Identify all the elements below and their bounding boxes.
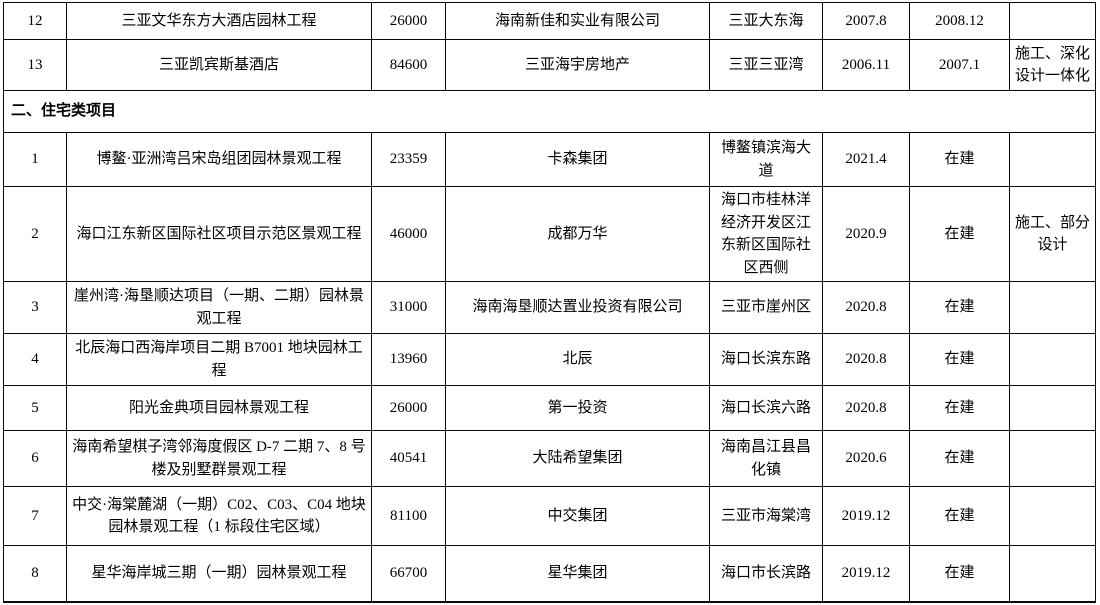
cell-seq: 2: [3, 186, 67, 282]
table-row: 4 北辰海口西海岸项目二期 B7001 地块园林工程 13960 北辰 海口长滨…: [3, 333, 1096, 386]
cell-seq: 1: [3, 132, 67, 187]
cell-location: 海口长滨东路: [709, 333, 823, 386]
cell-seq: 3: [3, 281, 67, 334]
cell-start-date: 2021.4: [822, 132, 910, 187]
cell-project: 海口江东新区国际社区项目示范区景观工程: [66, 186, 372, 282]
cell-location: 海南昌江县昌化镇: [709, 430, 823, 487]
cell-amount: 81100: [371, 486, 446, 546]
cell-amount: 40541: [371, 430, 446, 487]
cell-location: 海口市桂林洋经济开发区江东新区国际社区西侧: [709, 186, 823, 282]
cell-remark: 施工、深化设计一体化: [1009, 39, 1096, 91]
cell-remark: 施工、部分设计: [1009, 186, 1096, 282]
cell-remark: [1009, 545, 1096, 603]
cell-amount: 31000: [371, 281, 446, 334]
cell-status: 在建: [909, 486, 1010, 546]
table-row: 5 阳光金典项目园林景观工程 26000 第一投资 海口长滨六路 2020.8 …: [3, 385, 1096, 431]
cell-company: 成都万华: [445, 186, 710, 282]
cell-start-date: 2020.8: [822, 333, 910, 386]
cell-start-date: 2020.9: [822, 186, 910, 282]
cell-amount: 23359: [371, 132, 446, 187]
table-row: 7 中交·海棠麓湖（一期）C02、C03、C04 地块园林景观工程（1 标段住宅…: [3, 486, 1096, 546]
table-row: 8 星华海岸城三期（一期）园林景观工程 66700 星华集团 海口市长滨路 20…: [3, 545, 1096, 603]
section-title: 二、住宅类项目: [3, 90, 1096, 133]
cell-project: 三亚凯宾斯基酒店: [66, 39, 372, 91]
table-row: 13 三亚凯宾斯基酒店 84600 三亚海宇房地产 三亚三亚湾 2006.11 …: [3, 39, 1096, 91]
cell-remark: [1009, 281, 1096, 334]
cell-start-date: 2007.8: [822, 2, 910, 40]
cell-amount: 26000: [371, 385, 446, 431]
cell-project: 崖州湾·海垦顺达项目（一期、二期）园林景观工程: [66, 281, 372, 334]
cell-seq: 6: [3, 430, 67, 487]
cell-company: 星华集团: [445, 545, 710, 603]
cell-status: 2007.1: [909, 39, 1010, 91]
cell-location: 三亚三亚湾: [709, 39, 823, 91]
cell-seq: 12: [3, 2, 67, 40]
cell-project: 北辰海口西海岸项目二期 B7001 地块园林工程: [66, 333, 372, 386]
cell-project: 海南希望棋子湾邻海度假区 D-7 二期 7、8 号楼及别墅群景观工程: [66, 430, 372, 487]
cell-status: 在建: [909, 430, 1010, 487]
cell-remark: [1009, 486, 1096, 546]
cell-remark: [1009, 132, 1096, 187]
cell-amount: 66700: [371, 545, 446, 603]
cell-status: 在建: [909, 132, 1010, 187]
cell-company: 大陆希望集团: [445, 430, 710, 487]
cell-seq: 13: [3, 39, 67, 91]
cell-remark: [1009, 2, 1096, 40]
cell-status: 在建: [909, 281, 1010, 334]
cell-status: 在建: [909, 333, 1010, 386]
table-row: 1 博鳌·亚洲湾吕宋岛组团园林景观工程 23359 卡森集团 博鳌镇滨海大道 2…: [3, 132, 1096, 187]
cell-location: 三亚大东海: [709, 2, 823, 40]
cell-project: 阳光金典项目园林景观工程: [66, 385, 372, 431]
cell-start-date: 2006.11: [822, 39, 910, 91]
table-row: 3 崖州湾·海垦顺达项目（一期、二期）园林景观工程 31000 海南海垦顺达置业…: [3, 281, 1096, 334]
cell-seq: 7: [3, 486, 67, 546]
cell-company: 海南新佳和实业有限公司: [445, 2, 710, 40]
cell-project: 三亚文华东方大酒店园林工程: [66, 2, 372, 40]
cell-status: 在建: [909, 186, 1010, 282]
cell-status: 2008.12: [909, 2, 1010, 40]
section-header-row: 二、住宅类项目: [3, 90, 1096, 133]
cell-remark: [1009, 430, 1096, 487]
project-list-table: 12 三亚文华东方大酒店园林工程 26000 海南新佳和实业有限公司 三亚大东海…: [3, 2, 1096, 603]
cell-location: 三亚市崖州区: [709, 281, 823, 334]
cell-status: 在建: [909, 545, 1010, 603]
cell-project: 中交·海棠麓湖（一期）C02、C03、C04 地块园林景观工程（1 标段住宅区域…: [66, 486, 372, 546]
cell-remark: [1009, 333, 1096, 386]
cell-location: 博鳌镇滨海大道: [709, 132, 823, 187]
table-row: 12 三亚文华东方大酒店园林工程 26000 海南新佳和实业有限公司 三亚大东海…: [3, 2, 1096, 40]
cell-start-date: 2020.6: [822, 430, 910, 487]
cell-start-date: 2020.8: [822, 281, 910, 334]
cell-location: 海口市长滨路: [709, 545, 823, 603]
cell-amount: 46000: [371, 186, 446, 282]
cell-seq: 4: [3, 333, 67, 386]
table-row: 6 海南希望棋子湾邻海度假区 D-7 二期 7、8 号楼及别墅群景观工程 405…: [3, 430, 1096, 487]
cell-start-date: 2019.12: [822, 545, 910, 603]
cell-company: 中交集团: [445, 486, 710, 546]
table-row: 2 海口江东新区国际社区项目示范区景观工程 46000 成都万华 海口市桂林洋经…: [3, 186, 1096, 282]
cell-status: 在建: [909, 385, 1010, 431]
cell-start-date: 2019.12: [822, 486, 910, 546]
cell-company: 三亚海宇房地产: [445, 39, 710, 91]
cell-amount: 84600: [371, 39, 446, 91]
cell-seq: 8: [3, 545, 67, 603]
cell-project: 星华海岸城三期（一期）园林景观工程: [66, 545, 372, 603]
cell-remark: [1009, 385, 1096, 431]
cell-company: 第一投资: [445, 385, 710, 431]
cell-company: 卡森集团: [445, 132, 710, 187]
cell-location: 三亚市海棠湾: [709, 486, 823, 546]
cell-project: 博鳌·亚洲湾吕宋岛组团园林景观工程: [66, 132, 372, 187]
cell-company: 北辰: [445, 333, 710, 386]
cell-amount: 26000: [371, 2, 446, 40]
cell-company: 海南海垦顺达置业投资有限公司: [445, 281, 710, 334]
cell-seq: 5: [3, 385, 67, 431]
cell-amount: 13960: [371, 333, 446, 386]
cell-start-date: 2020.8: [822, 385, 910, 431]
cell-location: 海口长滨六路: [709, 385, 823, 431]
